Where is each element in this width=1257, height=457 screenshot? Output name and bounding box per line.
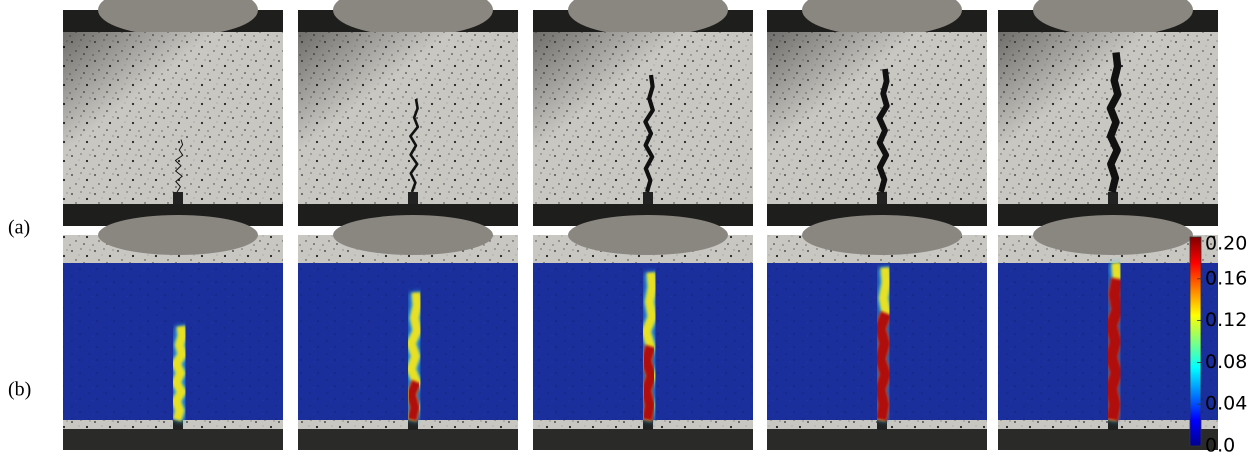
colorbar (1190, 237, 1201, 446)
loading-roller (1033, 215, 1193, 255)
colorbar-tick-label: 0.20 (1205, 233, 1247, 255)
shadow (298, 32, 518, 204)
photo-panel (998, 0, 1218, 226)
row-label: (a) (8, 217, 30, 239)
photo-panel (533, 0, 753, 226)
notch (643, 420, 653, 430)
shadow (63, 32, 283, 204)
colorbar-tick-label: 0.0 (1205, 435, 1235, 457)
colorbar-tick-label: 0.04 (1205, 393, 1247, 415)
shadow (533, 32, 753, 204)
row-label: (b) (8, 379, 31, 401)
strain-panel (533, 215, 753, 450)
panels (63, 0, 1218, 450)
photo-panel (63, 0, 283, 226)
notch (173, 192, 183, 204)
notch (877, 420, 887, 430)
notch (408, 192, 418, 204)
strain-panel (998, 215, 1218, 450)
strain-core (1111, 279, 1117, 420)
strain-core (646, 346, 651, 420)
colorbar-tick-label: 0.16 (1205, 267, 1247, 289)
strain-panel (63, 215, 283, 450)
shadow (998, 32, 1218, 204)
photo-panel (298, 0, 518, 226)
notch (877, 192, 887, 204)
colorbar-tick-label: 0.08 (1205, 351, 1247, 373)
colorbar-tick-label: 0.12 (1205, 309, 1247, 331)
loading-roller (568, 215, 728, 255)
strain-mid (176, 326, 182, 420)
notch (1108, 192, 1118, 204)
strain-panel (767, 215, 987, 450)
notch (643, 192, 653, 204)
notch (173, 420, 183, 430)
strain-panel (298, 215, 518, 450)
strain-core (880, 313, 886, 420)
loading-roller (802, 215, 962, 255)
photo-panel (767, 0, 987, 226)
notch (1108, 420, 1118, 430)
loading-roller (333, 215, 493, 255)
loading-roller (98, 215, 258, 255)
strain-core (411, 382, 416, 420)
figure: (a) (b) 0.0 0.04 0.08 0.12 0.16 0.20 (0, 0, 1257, 457)
notch (408, 420, 418, 430)
